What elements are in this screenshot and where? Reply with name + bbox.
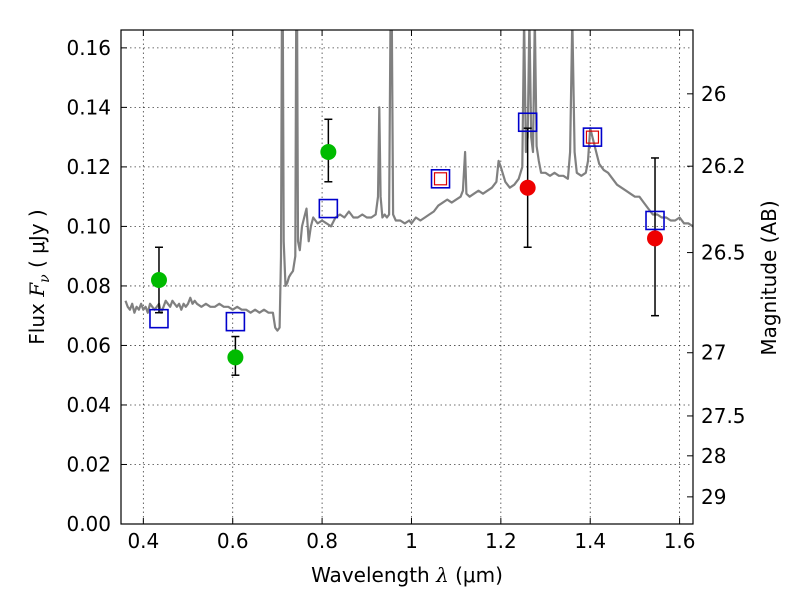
spectrum [124, 30, 693, 332]
model-box [318, 198, 339, 219]
photometry-point [227, 349, 244, 366]
y-tick-label: 0.00 [66, 512, 111, 536]
x-tick-label: 0.8 [306, 529, 338, 553]
y-tick-label: 0.02 [66, 452, 111, 476]
photometry-point [150, 271, 167, 288]
magnitude-tick-label: 27 [701, 341, 726, 365]
model-boxes [149, 112, 665, 332]
model-box [582, 127, 603, 147]
magnitude-axis-label: Magnitude (AB) [757, 200, 781, 355]
magnitude-tick-label: 29 [701, 485, 726, 509]
model-box-inner [585, 130, 600, 144]
y-tick-label: 0.10 [66, 214, 111, 238]
x-tick-label: 0.6 [217, 529, 249, 553]
x-tick-label: 0.4 [127, 529, 159, 553]
magnitude-tick-label: 26.2 [701, 154, 746, 178]
model-box [149, 308, 169, 329]
grid [121, 30, 693, 524]
magnitude-tick-label: 26.5 [701, 241, 746, 265]
x-tick-label: 1.4 [574, 529, 606, 553]
photometry-point [647, 230, 664, 247]
y-axis-ticks: 0.00 0.02 0.04 0.06 0.08 0.10 0.12 0.14 0.16 [66, 36, 127, 536]
y-tick-label: 0.06 [66, 333, 111, 357]
y-tick-label: 0.12 [66, 155, 111, 179]
y-tick-label: 0.14 [66, 95, 111, 119]
plot-frame [120, 29, 694, 525]
photometry-point [320, 144, 337, 161]
magnitude-tick-label: 26 [701, 82, 726, 106]
model-box [225, 311, 246, 332]
x-tick-label: 1 [405, 529, 418, 553]
photometry-point [519, 179, 536, 196]
model-box [645, 210, 665, 231]
y-axis-label: Flux Fν ( μJy ) [25, 209, 53, 344]
magnitude-axis-ticks: 26 26.2 26.5 27 27.5 28 29 [687, 82, 746, 509]
y-tick-label: 0.04 [66, 393, 111, 417]
photometry-points [150, 144, 664, 366]
y-tick-label: 0.08 [66, 274, 111, 298]
x-tick-label: 1.2 [485, 529, 517, 553]
magnitude-tick-label: 27.5 [701, 404, 746, 428]
spectrum-line [124, 30, 693, 332]
model-box-inner [433, 172, 448, 186]
y-tick-label: 0.16 [66, 36, 111, 60]
error-bars [154, 118, 660, 376]
model-box [517, 112, 538, 133]
model-box [430, 168, 451, 189]
x-axis-label: Wavelength λ (μm) [311, 563, 503, 587]
x-axis-ticks: 0.4 0.6 0.8 1 1.2 1.4 1.6 [127, 30, 696, 553]
x-tick-label: 1.6 [664, 529, 696, 553]
magnitude-tick-label: 28 [701, 444, 726, 468]
